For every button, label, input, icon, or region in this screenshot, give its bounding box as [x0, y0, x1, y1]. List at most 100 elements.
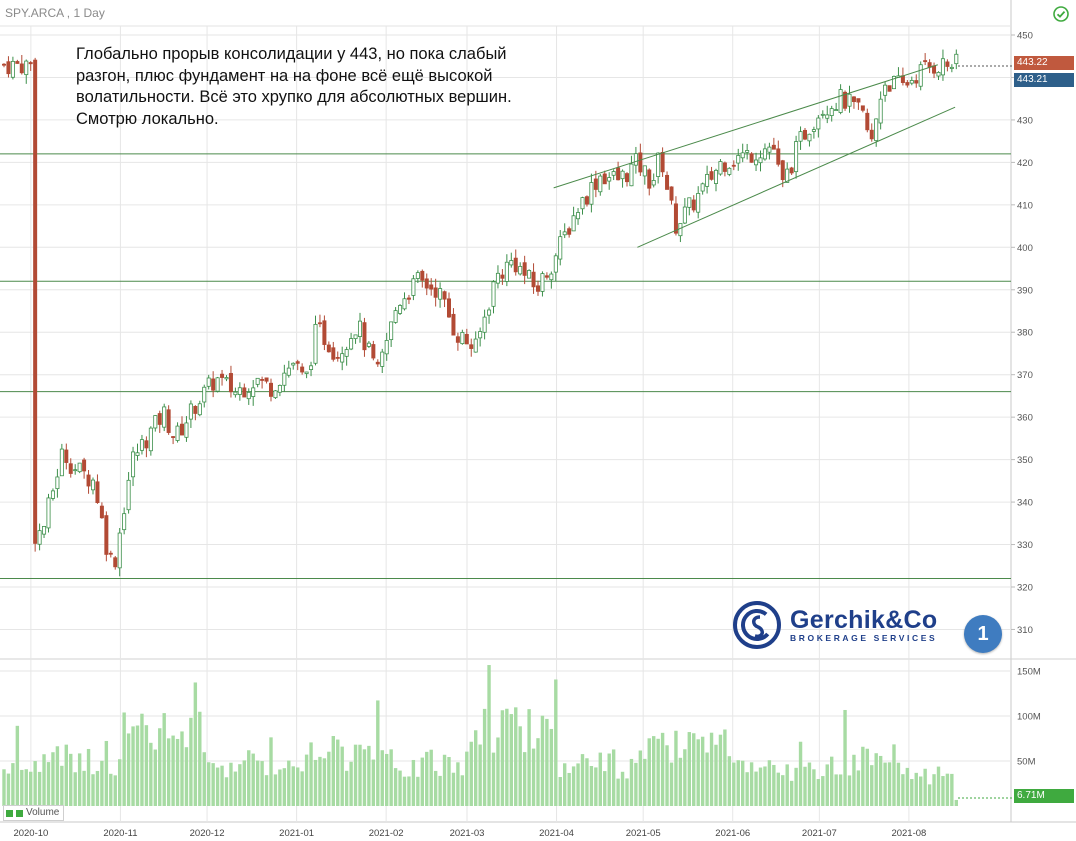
volume-bar	[95, 770, 100, 806]
candle-body	[878, 98, 883, 124]
volume-bar	[144, 725, 149, 806]
candle-body	[442, 291, 447, 300]
volume-bar	[554, 679, 558, 806]
candle-body	[148, 427, 153, 452]
gerchik-logo: Gerchik&Co BROKERAGE SERVICES	[732, 598, 937, 652]
volume-bar	[37, 771, 42, 806]
volume-bar	[184, 747, 189, 806]
candle-body	[869, 129, 874, 140]
volume-bar	[580, 754, 585, 806]
volume-bar	[736, 760, 740, 806]
candle-body	[909, 80, 914, 84]
volume-bar	[420, 757, 424, 806]
volume-bar	[594, 767, 598, 806]
volume-bar	[545, 718, 549, 806]
candle-body	[91, 479, 96, 491]
volume-bar	[362, 749, 367, 806]
candle-body	[295, 361, 300, 364]
volume-bar	[896, 762, 901, 806]
candle-body	[33, 59, 38, 544]
volume-bar	[861, 746, 865, 806]
candle-body	[10, 60, 15, 78]
candle-body	[59, 448, 64, 477]
time-tick-label: 2021-04	[539, 828, 574, 839]
volume-bar	[834, 774, 838, 806]
volume-bar	[825, 764, 829, 806]
candle-body	[687, 197, 692, 208]
candle-body	[300, 366, 305, 373]
volume-bar	[478, 744, 482, 806]
candle-body	[834, 109, 839, 111]
candle-body	[37, 530, 42, 545]
volume-bar	[692, 733, 696, 806]
volume-bar	[878, 755, 883, 806]
volume-bar	[669, 762, 674, 806]
candle-body	[500, 274, 505, 279]
volume-bar	[189, 717, 193, 806]
volume-bar	[100, 760, 104, 806]
price-tick-label: 350	[1017, 455, 1033, 466]
candle-body	[19, 63, 24, 74]
candle-body	[776, 148, 781, 165]
candle-body	[780, 160, 785, 181]
candle-body	[629, 163, 634, 187]
candle-body	[504, 261, 509, 282]
volume-bar	[135, 725, 140, 806]
candle-body	[122, 513, 127, 531]
volume-bar	[469, 741, 473, 806]
candle-body	[696, 192, 701, 213]
candle-body	[620, 170, 625, 180]
candle-body	[197, 403, 202, 416]
candle-body	[188, 403, 193, 420]
candle-body	[202, 386, 207, 403]
candle-body	[829, 108, 834, 116]
volume-bar	[932, 774, 936, 806]
candle-body	[851, 96, 856, 103]
volume-bar	[709, 732, 714, 806]
last-volume-label: 6.71M	[1014, 789, 1074, 803]
volume-bar	[51, 752, 55, 806]
volume-bar	[803, 766, 807, 806]
volume-bar	[696, 739, 700, 806]
candle-body	[6, 61, 11, 75]
check-circle-icon[interactable]	[1053, 6, 1069, 22]
volume-bar	[193, 682, 198, 806]
candle-body	[455, 336, 460, 343]
volume-bar	[852, 754, 856, 806]
volume-bar	[353, 744, 358, 806]
volume-bar	[496, 737, 500, 806]
trendline[interactable]	[637, 106, 956, 248]
volume-legend[interactable]: Volume	[3, 805, 65, 821]
volume-bar	[358, 744, 362, 806]
candle-body	[576, 212, 581, 220]
trendline[interactable]	[553, 64, 938, 189]
price-tick-label: 430	[1017, 115, 1033, 126]
candle-body	[233, 391, 238, 396]
volume-bar	[678, 757, 683, 806]
candle-body	[15, 61, 20, 64]
volume-bar	[776, 772, 780, 806]
candle-body	[656, 152, 661, 177]
volume-bar	[456, 762, 460, 806]
candle-body	[86, 474, 91, 487]
candle-body	[616, 167, 621, 181]
candle-body	[749, 153, 754, 163]
volume-bar	[500, 710, 505, 806]
candle-body	[914, 80, 919, 84]
volume-tick-label: 100M	[1017, 712, 1041, 723]
candle-body	[406, 297, 411, 300]
volume-bar	[611, 749, 616, 806]
price-tick-label: 400	[1017, 243, 1033, 254]
candle-body	[625, 173, 630, 183]
candle-body	[794, 141, 799, 173]
candle-body	[104, 515, 109, 555]
volume-bar	[264, 775, 269, 806]
candle-body	[527, 270, 532, 279]
volume-bar	[460, 775, 465, 806]
price-tick-label: 450	[1017, 31, 1033, 42]
candle-body	[380, 351, 385, 367]
candle-body	[82, 459, 87, 472]
price-tick-label: 340	[1017, 498, 1033, 509]
candle-body	[473, 338, 478, 353]
